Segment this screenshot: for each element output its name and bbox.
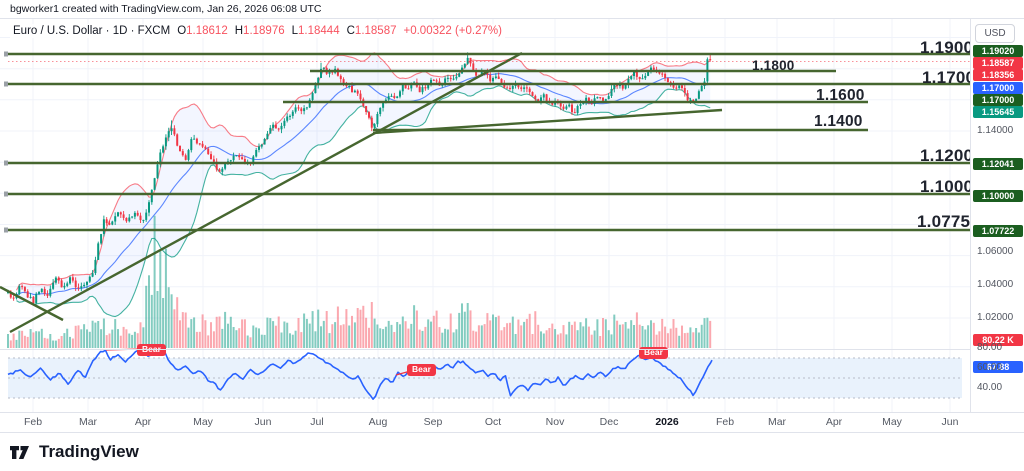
- price-badge-107722: 1.07722: [973, 225, 1023, 237]
- trendlines: [0, 51, 723, 334]
- ohlc-key-C: C: [346, 25, 355, 37]
- level-label-1.1400: 1.1400: [814, 113, 863, 130]
- attribution-text: bgworker1 created with TradingView.com, …: [10, 3, 322, 15]
- time-label-Feb[interactable]: Feb: [715, 416, 735, 428]
- symbol-legend[interactable]: Euro / U.S. Dollar · 1D · FXCM O1.18612 H1…: [10, 24, 505, 38]
- attribution-bar: bgworker1 created with TradingView.com, …: [0, 0, 1024, 19]
- time-label-Apr[interactable]: Apr: [825, 416, 843, 428]
- time-label-Jul[interactable]: Jul: [310, 416, 324, 428]
- ohlc-value-C: 1.18587: [354, 25, 397, 37]
- chart-area[interactable]: Euro / U.S. Dollar · 1D · FXCM O1.18612 H1…: [0, 19, 1024, 433]
- time-label-Dec[interactable]: Dec: [599, 416, 619, 428]
- level-lines: [4, 51, 970, 233]
- volume-histogram: [7, 215, 712, 348]
- ohlc-key-O: O: [177, 25, 187, 37]
- price-badge-112041: 1.12041: [973, 158, 1023, 170]
- level-label-1.0775: 1.0775: [917, 212, 971, 231]
- tradingview-logo-mark: [10, 445, 29, 459]
- price-badge-118356: 1.18356: [973, 69, 1023, 81]
- bear-badge-1[interactable]: Bear: [137, 344, 166, 356]
- axis-label-1.14000: 1.14000: [977, 125, 1014, 136]
- time-label-May[interactable]: May: [193, 416, 213, 428]
- level-label-1.1200: 1.1200: [920, 146, 974, 165]
- price-chart-svg[interactable]: [0, 19, 970, 412]
- level-label-1.1800: 1.1800: [752, 58, 795, 73]
- rsi-line: [7, 346, 713, 401]
- axis-label-1.06000: 1.06000: [977, 246, 1014, 257]
- ohlc-value-H: 1.18976: [243, 25, 285, 37]
- price-badge-6788: 67.88: [973, 361, 1023, 373]
- time-label-Jun[interactable]: Jun: [254, 416, 272, 428]
- bear-badge-2[interactable]: Bear: [407, 364, 436, 376]
- time-label-Apr[interactable]: Apr: [134, 416, 152, 428]
- currency-toggle[interactable]: USD: [975, 24, 1015, 43]
- time-label-Nov[interactable]: Nov: [545, 416, 565, 428]
- time-label-Sep[interactable]: Sep: [423, 416, 443, 428]
- bollinger-upper: [16, 52, 711, 291]
- tradingview-logo-text: TradingView: [39, 442, 139, 461]
- time-label-Mar[interactable]: Mar: [78, 416, 98, 428]
- price-badge-110000: 1.10000: [973, 190, 1023, 202]
- change-value: +0.00322 (+0.27%): [403, 25, 502, 37]
- level-label-1.1000: 1.1000: [920, 177, 974, 196]
- ohlc-value-O: 1.18612: [186, 25, 228, 37]
- level-label-1.1700: 1.1700: [922, 68, 976, 87]
- price-badge-115645: 1.15645: [973, 106, 1023, 118]
- price-badge-117000: 1.17000: [973, 94, 1023, 106]
- time-label-Aug[interactable]: Aug: [368, 416, 388, 428]
- price-badge-117000: 1.17000: [973, 82, 1023, 94]
- price-badge-118587: 1.18587: [973, 57, 1023, 69]
- bollinger-fill: [16, 52, 711, 317]
- ohlc-key-H: H: [234, 25, 244, 37]
- axis-label-60.00: 60.00: [977, 362, 1003, 373]
- axis-label-1.04000: 1.04000: [977, 279, 1014, 290]
- time-axis[interactable]: Feb Mar Apr May Jun Jul Aug Sep Oct Nov Dec 2026 Feb…: [0, 412, 1024, 433]
- footer: TradingView: [0, 432, 1024, 471]
- symbol-title[interactable]: Euro / U.S. Dollar · 1D · FXCM: [13, 25, 171, 37]
- time-label-May[interactable]: May: [882, 416, 902, 428]
- time-label-Oct[interactable]: Oct: [484, 416, 502, 428]
- level-label-1.1900: 1.1900: [920, 38, 974, 57]
- panel-divider[interactable]: [0, 349, 1024, 350]
- axis-label-40.00: 40.00: [977, 382, 1003, 393]
- price-scale[interactable]: USD 1.19020 1.18587 1.18356 1.17000 1.17000 1…: [970, 19, 1024, 412]
- time-label-2026[interactable]: 2026: [655, 416, 679, 428]
- price-badge-8022K: 80.22 K: [973, 334, 1023, 346]
- price-badge-119020: 1.19020: [973, 45, 1023, 57]
- bear-badge-3[interactable]: Bear: [639, 347, 668, 359]
- ohlc-key-L: L: [291, 25, 299, 37]
- time-label-Jun[interactable]: Jun: [941, 416, 959, 428]
- rsi-band: [8, 357, 962, 399]
- time-label-Mar[interactable]: Mar: [767, 416, 787, 428]
- axis-label-1.02000: 1.02000: [977, 312, 1014, 323]
- ohlc-values: O1.18612 H1.18976 L1.18444 C1.18587: [170, 25, 396, 37]
- ohlc-value-L: 1.18444: [298, 25, 340, 37]
- time-label-Feb[interactable]: Feb: [23, 416, 43, 428]
- axis-label-80.00: 80.00: [977, 342, 1003, 353]
- level-label-1.1600: 1.1600: [816, 87, 865, 104]
- tradingview-logo[interactable]: TradingView: [10, 442, 139, 462]
